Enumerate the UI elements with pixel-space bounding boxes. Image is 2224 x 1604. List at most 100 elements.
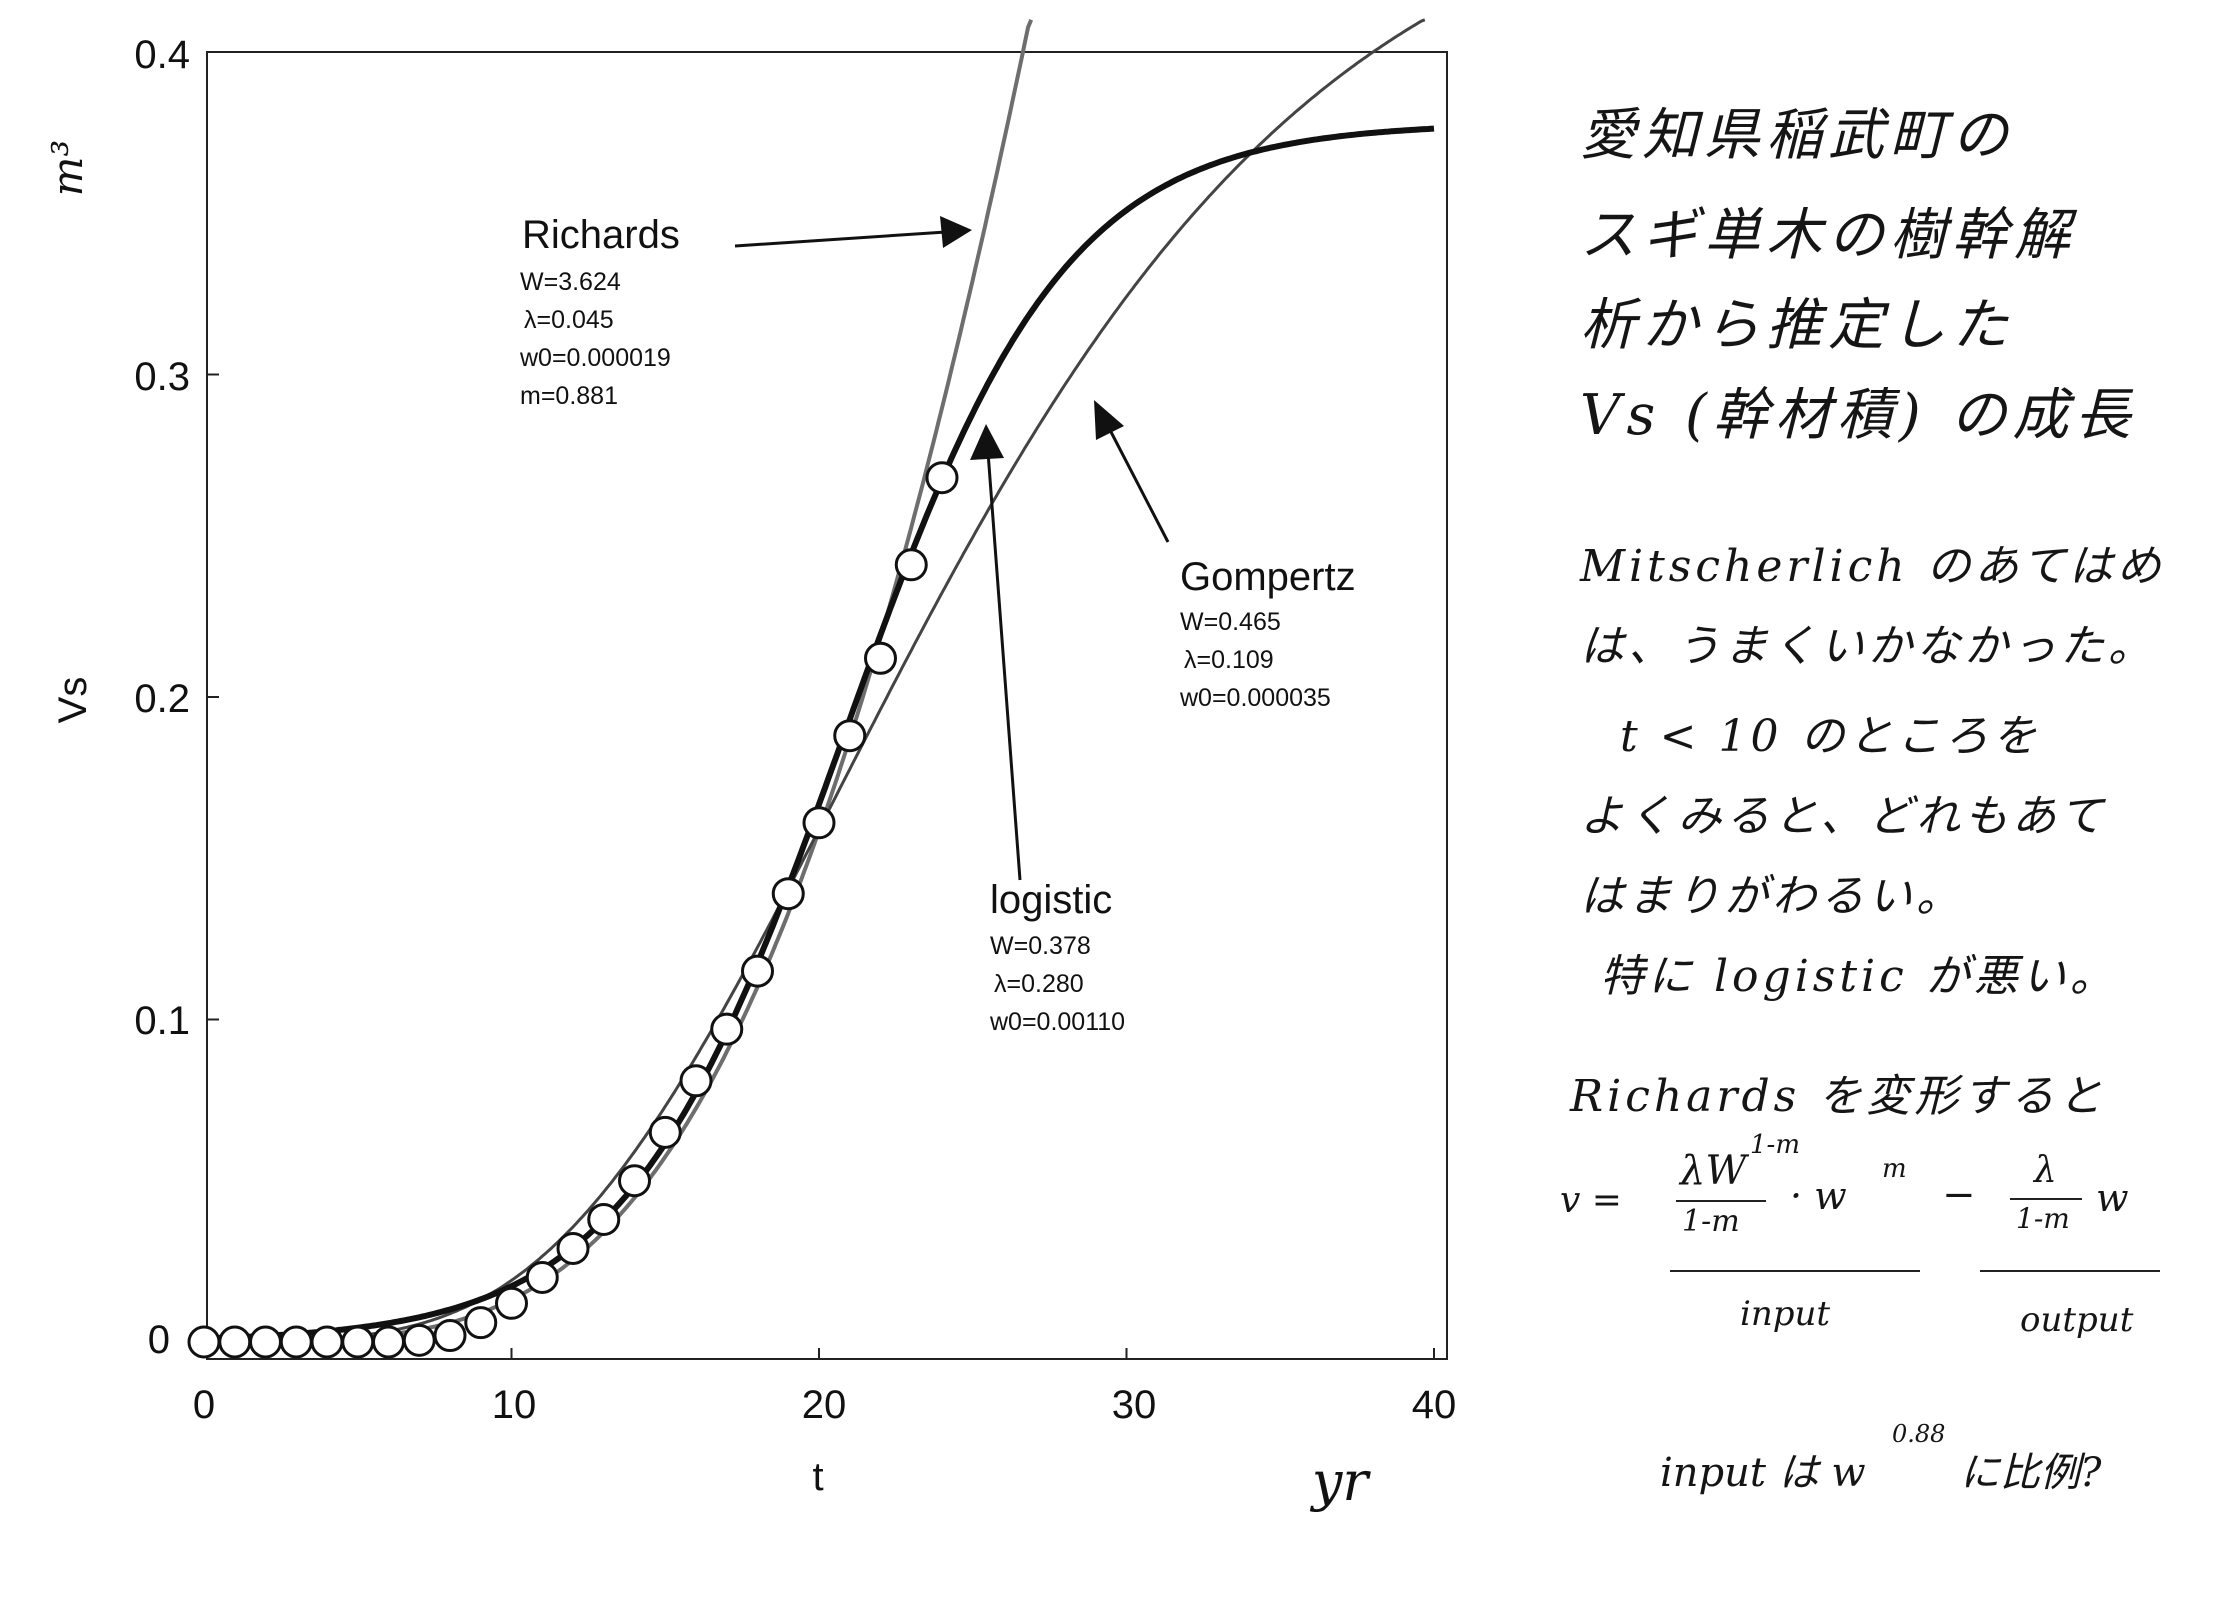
observed-point xyxy=(618,1164,651,1198)
equation-num2: λ xyxy=(2034,1150,2057,1191)
note-final-line: input は w 0.88 に比例? xyxy=(1660,1420,2180,1496)
model-curves xyxy=(203,18,1435,1344)
observed-point xyxy=(587,1202,621,1236)
input-label: input xyxy=(1740,1294,1831,1334)
x-tick-label: 20 xyxy=(802,1383,847,1427)
equation-minus: − xyxy=(1942,1172,1976,1218)
note-comment-line: はまりがわるい。 xyxy=(1580,871,1964,922)
observed-point xyxy=(495,1286,528,1320)
x-tick-label: 40 xyxy=(1412,1383,1457,1427)
logistic-curve xyxy=(203,125,1435,1342)
observed-point xyxy=(802,806,836,840)
final-suffix: に比例? xyxy=(1960,1450,2102,1496)
y-tick-label: 0.3 xyxy=(134,355,190,399)
y-tick-label: 0.4 xyxy=(134,33,190,77)
equation-num1: λW xyxy=(1680,1148,1747,1194)
equation-exp1: 1-m xyxy=(1750,1130,1800,1160)
observed-point xyxy=(249,1325,282,1359)
note-comment-line: は、うまくいかなかった。 xyxy=(1580,621,2156,672)
y-unit-label: m³ xyxy=(43,140,92,197)
x-axis-title: t xyxy=(812,1455,823,1499)
equation-fraction-bar1 xyxy=(1676,1200,1766,1202)
x-tick-labels: 0 10 20 30 40 xyxy=(193,1383,1456,1427)
note-comment-line: よくみると、どれもあて xyxy=(1580,791,2108,842)
richards-arrow xyxy=(734,230,947,248)
note-title-line: 愛知県稲武町の xyxy=(1580,103,2014,168)
x-tick-label: 0 xyxy=(193,1383,215,1427)
y-tick-label: 0 xyxy=(148,1318,170,1362)
gompertz-param: w0=0.000035 xyxy=(1179,684,1331,712)
note-comment-line: Mitscherlich のあてはめ xyxy=(1580,541,2165,592)
observed-point xyxy=(864,641,897,675)
equation-den1: 1-m xyxy=(1682,1204,1740,1239)
gompertz-name: Gompertz xyxy=(1180,555,1356,599)
final-exponent: 0.88 xyxy=(1892,1420,1946,1448)
observed-point xyxy=(925,461,959,495)
growth-chart: 0 10 20 30 40 0 0.1 0.2 0.3 0.4 t Vs yr … xyxy=(43,18,1456,1513)
observed-point xyxy=(279,1325,313,1359)
observed-point xyxy=(894,548,928,582)
equation-lhs: v = xyxy=(1560,1180,1622,1221)
output-label: output xyxy=(2020,1300,2134,1340)
equation-tail: w xyxy=(2096,1176,2129,1220)
observed-point xyxy=(433,1319,467,1353)
y-tick-label: 0.2 xyxy=(134,677,190,721)
note-title-line: 析から推定した xyxy=(1580,293,2014,358)
x-unit-label: yr xyxy=(1310,1450,1372,1513)
richards-param: W=3.624 xyxy=(520,268,621,296)
x-tick-label: 30 xyxy=(1112,1383,1157,1427)
richards-name: Richards xyxy=(522,213,680,257)
observed-point xyxy=(710,1012,744,1046)
logistic-param: w0=0.00110 xyxy=(989,1008,1125,1036)
logistic-param: λ=0.280 xyxy=(994,970,1084,998)
logistic-arrowhead xyxy=(970,424,1004,460)
observed-point xyxy=(310,1325,344,1359)
gompertz-label: Gompertz W=0.465 λ=0.109 w0=0.000035 xyxy=(1179,555,1356,712)
note-richards-line: Richards を変形すると xyxy=(1570,1071,2107,1122)
logistic-arrow xyxy=(986,451,1022,881)
y-axis xyxy=(207,51,219,1343)
observed-point xyxy=(218,1325,252,1359)
note-comment-line: t < 10 のところを xyxy=(1620,711,2041,762)
gompertz-param: W=0.465 xyxy=(1180,608,1281,636)
observed-point xyxy=(771,877,805,911)
y-tick-labels: 0 0.1 0.2 0.3 0.4 xyxy=(134,33,190,1362)
y-axis-title: Vs xyxy=(51,677,95,724)
y-tick-label: 0.1 xyxy=(134,999,190,1043)
observed-point xyxy=(372,1325,405,1359)
logistic-param: W=0.378 xyxy=(990,932,1091,960)
equation-fraction-bar2 xyxy=(2010,1198,2082,1200)
observed-point xyxy=(464,1306,498,1340)
observed-point xyxy=(525,1261,559,1294)
final-prefix: input は w xyxy=(1660,1450,1866,1496)
handwritten-notes: 愛知県稲武町の スギ単木の樹幹解 析から推定した Vs (幹材積) の成長 Mi… xyxy=(1560,80,2200,1580)
gompertz-arrowhead xyxy=(1094,400,1124,440)
richards-param: m=0.881 xyxy=(520,382,618,410)
equation-exp2: m xyxy=(1882,1154,1907,1184)
logistic-label: logistic W=0.378 λ=0.280 w0=0.00110 xyxy=(989,878,1125,1036)
richards-arrowhead xyxy=(940,216,972,248)
input-underline xyxy=(1670,1270,1920,1272)
observed-point xyxy=(341,1325,375,1359)
observed-point xyxy=(402,1323,436,1357)
observed-point xyxy=(556,1231,590,1265)
annotation-arrows xyxy=(734,216,1170,881)
observed-point xyxy=(833,719,867,753)
note-title-line: Vs (幹材積) の成長 xyxy=(1580,383,2137,448)
output-underline xyxy=(1980,1270,2160,1272)
richards-param: λ=0.045 xyxy=(524,306,614,334)
observed-point xyxy=(187,1325,221,1359)
logistic-name: logistic xyxy=(990,878,1112,922)
x-tick-label: 10 xyxy=(492,1383,537,1427)
observed-point xyxy=(741,954,774,988)
note-title-line: スギ単木の樹幹解 xyxy=(1580,203,2076,268)
gompertz-param: λ=0.109 xyxy=(1184,646,1274,674)
observed-point xyxy=(679,1064,713,1098)
richards-param: w0=0.000019 xyxy=(519,344,671,372)
gompertz-curve xyxy=(204,18,1426,1344)
plot-frame xyxy=(206,51,1448,1360)
note-comment-line: 特に logistic が悪い。 xyxy=(1600,951,2118,1002)
gompertz-arrow xyxy=(1108,429,1170,543)
equation-mid: · w xyxy=(1790,1174,1847,1218)
observed-point xyxy=(648,1115,682,1149)
